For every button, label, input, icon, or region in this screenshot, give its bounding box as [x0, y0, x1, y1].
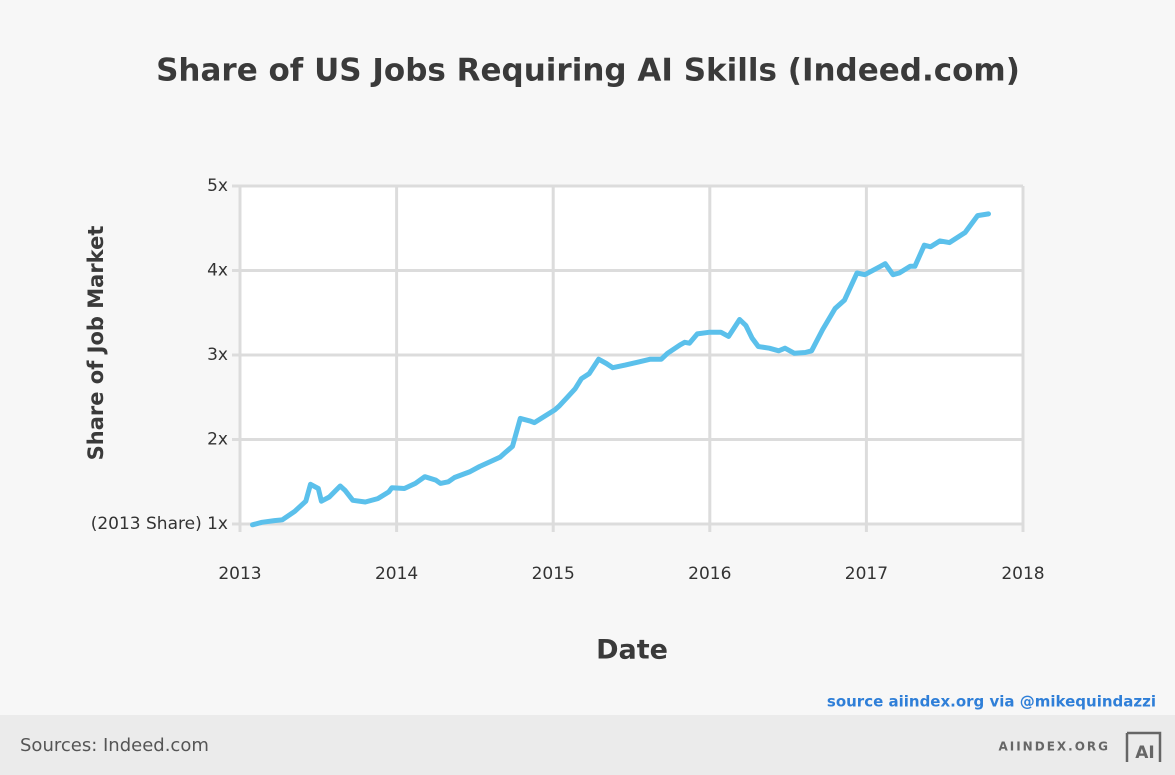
y-tick-label: 4x: [207, 261, 228, 281]
marks: [250, 211, 991, 528]
x-tick-label: 2014: [375, 564, 418, 584]
source-annotation: source aiindex.org via @mikequindazzi: [827, 693, 1156, 711]
grid: (2013 Share) 1x 2x 3x 4x 5x 2013 2014 2015 2016 2…: [91, 176, 1045, 584]
data-line: [250, 211, 991, 528]
x-tick-label: 2015: [532, 564, 575, 584]
y-tick-label: (2013 Share) 1x: [91, 514, 228, 534]
footer-bar: [0, 715, 1175, 775]
y-tick-label: 5x: [207, 176, 228, 196]
x-tick-label: 2018: [1001, 564, 1044, 584]
y-tick-label: 3x: [207, 345, 228, 365]
footer-logo: AI: [1135, 743, 1154, 763]
chart-title: Share of US Jobs Requiring AI Skills (In…: [156, 53, 1020, 89]
x-axis-label: Date: [596, 635, 668, 666]
footer-brand: AIINDEX.ORG: [998, 740, 1110, 754]
logo-frame: [1125, 731, 1162, 762]
x-tick-label: 2017: [845, 564, 888, 584]
y-tick-label: 2x: [207, 430, 228, 450]
footer-sources: Sources: Indeed.com: [20, 735, 209, 756]
x-tick-label: 2013: [218, 564, 261, 584]
x-tick-label: 2016: [688, 564, 731, 584]
y-axis-label: Share of Job Market: [84, 226, 108, 461]
